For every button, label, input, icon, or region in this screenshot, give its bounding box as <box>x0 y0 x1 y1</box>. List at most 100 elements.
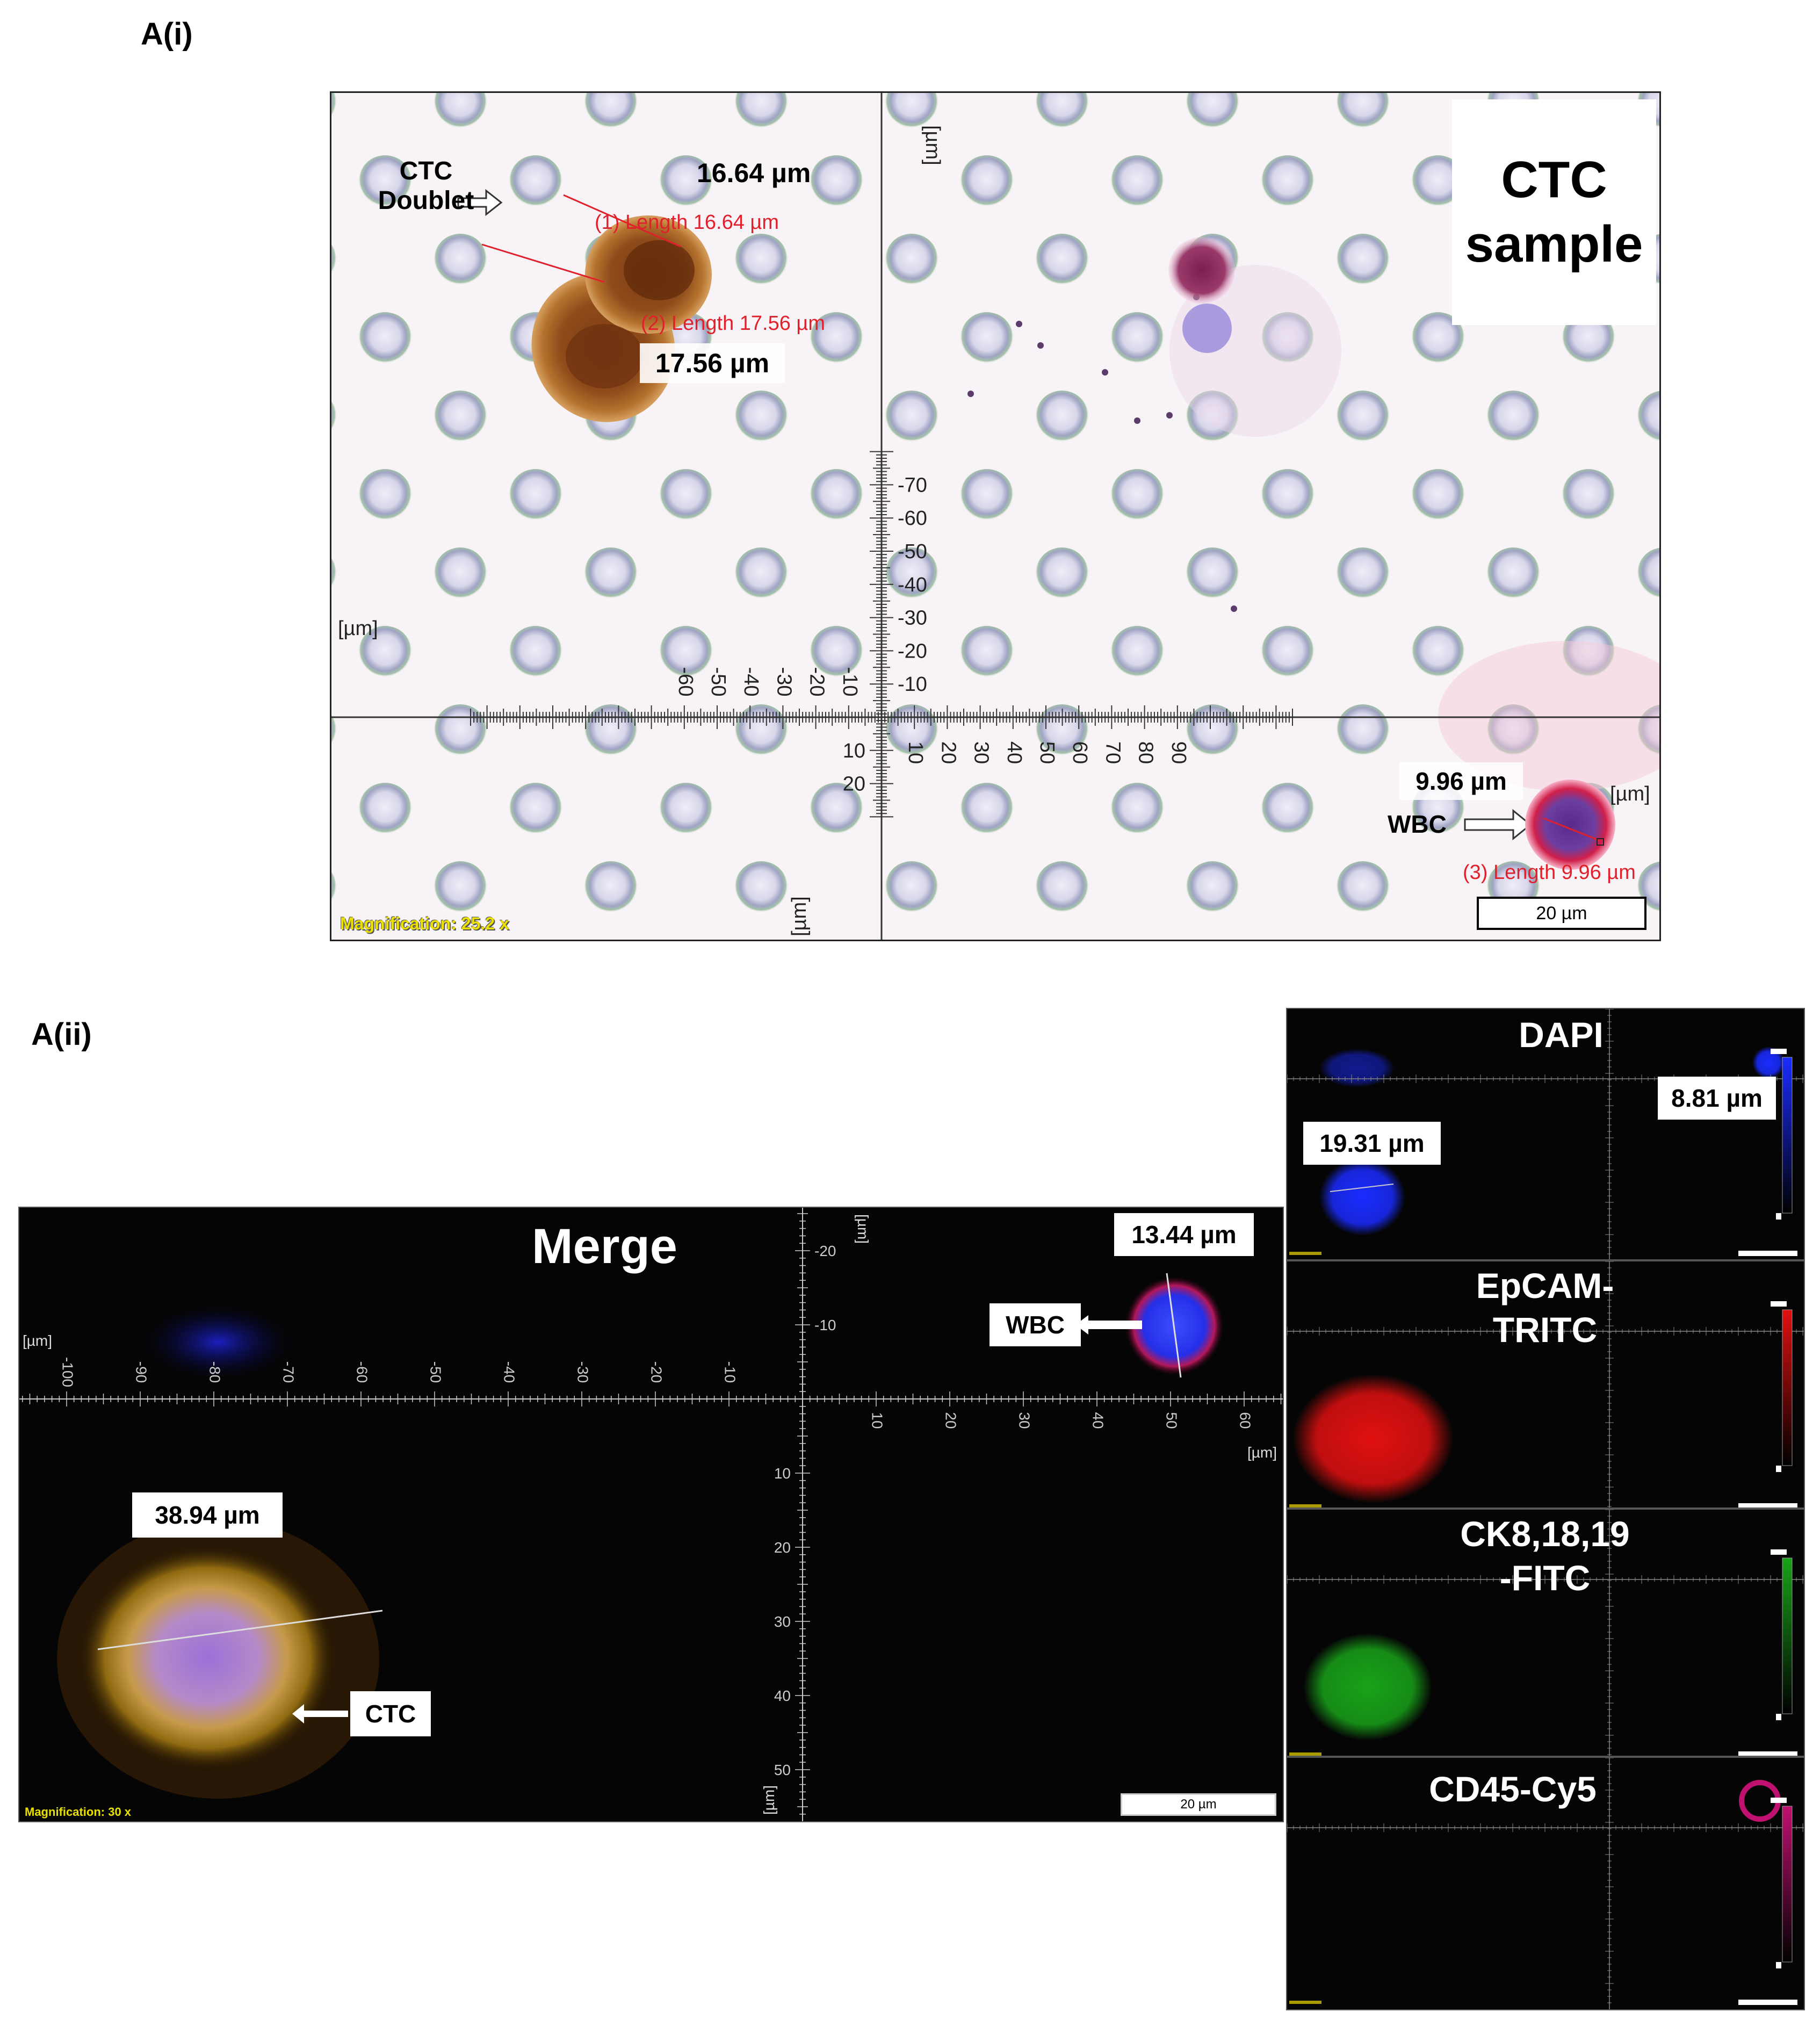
panel-label-aii: A(ii) <box>31 1017 92 1052</box>
x-tick-label: -50 <box>707 667 730 697</box>
filter-pore <box>331 872 337 904</box>
measurement-1-annotation: (1) Length 16.64 µm <box>595 211 779 234</box>
ctc-cell <box>78 1545 336 1771</box>
ctc-arrow <box>292 1704 348 1723</box>
filter-pore <box>659 155 713 209</box>
filter-pore <box>885 234 938 287</box>
scale-bar <box>1738 2000 1797 2005</box>
axis-unit-bottom: [µm] <box>788 896 811 936</box>
filter-pore <box>734 234 788 287</box>
x-tick-label: -10 <box>722 1361 739 1383</box>
filter-pore <box>1261 155 1315 209</box>
filter-pore <box>434 704 487 758</box>
magnification-readout <box>1289 1752 1321 1756</box>
merge-image: -100 -90 -80 -70 -60 -50 -40 -30 -20 -10 10 20 30 40 5… <box>19 1208 1283 1821</box>
x-tick-label: -60 <box>674 667 697 697</box>
debris-particle <box>1231 605 1237 612</box>
channel-panel-cd45: CD45-Cy5 <box>1286 1757 1805 2010</box>
filter-pore <box>358 783 412 836</box>
measurement-line-2 <box>481 243 605 283</box>
filter-pore <box>1637 391 1659 444</box>
filter-pore <box>1336 391 1390 444</box>
stain-smudge <box>1438 641 1659 791</box>
channel-panel-ck: CK8,18,19 -FITC <box>1286 1509 1805 1757</box>
x-tick-label: -70 <box>280 1361 297 1383</box>
x-tick-label: -30 <box>772 667 795 697</box>
colorbar-max-marker <box>1771 1549 1787 1555</box>
x-tick-label: -20 <box>806 667 828 697</box>
y-tick-label: 40 <box>774 1687 791 1704</box>
x-tick-label: 60 <box>1068 741 1091 764</box>
sample-title-line2: sample <box>1465 215 1643 273</box>
measurement-line-1 <box>563 194 681 248</box>
x-tick-label: 10 <box>904 741 927 764</box>
y-tick-label: 20 <box>774 1539 791 1556</box>
panel-label-ai: A(i) <box>141 17 193 52</box>
channel-title: CD45-Cy5 <box>1429 1769 1597 1809</box>
filter-pore <box>358 312 412 366</box>
filter-pore <box>1186 547 1239 601</box>
channel-image-dapi <box>1287 1009 1804 1259</box>
ctc-cell <box>1319 1158 1405 1236</box>
axis-unit-x: [µm] <box>1610 783 1650 805</box>
magnification-label: Magnification: <box>340 914 457 933</box>
filter-pore <box>331 558 337 590</box>
magnification-readout <box>1289 2001 1321 2004</box>
measurement-2-label: 17.56 µm <box>640 343 785 383</box>
x-tick-label: 30 <box>1016 1412 1033 1429</box>
sample-title: CTC sample <box>1452 99 1656 325</box>
measurement-1-label: 16.64 µm <box>697 158 811 188</box>
scale-bar: 20 µm <box>1477 897 1646 930</box>
colorbar-min-marker <box>1776 1714 1781 1720</box>
intensity-colorbar <box>1782 1309 1793 1466</box>
filter-pore <box>331 93 337 120</box>
colorbar-min-marker <box>1776 1213 1781 1220</box>
magnification-readout: Magnification: 25.2 x <box>340 914 509 934</box>
ctc-measurement-line <box>97 1610 383 1650</box>
y-tick-label: 10 <box>843 740 865 762</box>
filter-pore <box>1336 547 1390 601</box>
channel-title-line2: -FITC <box>1499 1558 1591 1598</box>
stained-cell <box>1168 237 1235 304</box>
filter-pore <box>1261 626 1315 680</box>
x-tick-label: -90 <box>133 1361 150 1383</box>
y-tick-label: 50 <box>774 1762 791 1778</box>
wbc-measurement-line <box>1166 1273 1182 1378</box>
channel-panel-dapi: DAPI 19.31 µm 8.81 µm <box>1286 1008 1805 1260</box>
filter-pore <box>1637 547 1659 601</box>
filter-pore <box>1336 704 1390 758</box>
filter-pore <box>1035 234 1089 287</box>
y-tick-label: 20 <box>843 773 865 796</box>
filter-pore <box>734 861 788 915</box>
channel-panel-epcam: EpCAM- TRITC <box>1286 1260 1805 1509</box>
y-tick-label: -10 <box>814 1317 836 1333</box>
colorbar-max-marker <box>1771 1798 1787 1803</box>
wbc-diameter-label: 13.44 µm <box>1114 1213 1254 1256</box>
x-tick-label: 90 <box>1167 741 1190 764</box>
channel-image-ck <box>1287 1510 1804 1756</box>
filter-pore <box>1186 93 1239 131</box>
wbc-arrow <box>1075 1315 1142 1334</box>
ctc-cell <box>1303 1633 1432 1741</box>
y-tick-label: -60 <box>898 507 927 530</box>
filter-pore <box>960 155 1014 209</box>
filter-pore <box>434 391 487 444</box>
filter-pore <box>358 469 412 523</box>
filter-pore <box>331 401 337 434</box>
channel-image-cd45 <box>1287 1758 1804 2009</box>
filter-pore <box>509 469 562 523</box>
filter-pore <box>331 244 337 277</box>
y-tick-label: -50 <box>898 540 927 563</box>
filter-pore <box>1411 312 1465 366</box>
scale-bar <box>1738 1751 1797 1756</box>
wbc-nucleus-diameter-label: 8.81 µm <box>1658 1077 1776 1120</box>
filter-pore <box>434 234 487 287</box>
filter-pore <box>885 861 938 915</box>
filter-pore <box>659 783 713 836</box>
x-tick-label: -60 <box>354 1361 371 1383</box>
x-tick-label: 40 <box>1090 1412 1107 1429</box>
nucleus-measurement-line <box>1330 1184 1394 1192</box>
filter-pore <box>659 626 713 680</box>
filter-pore <box>1486 391 1540 444</box>
filter-pore <box>1562 469 1615 523</box>
